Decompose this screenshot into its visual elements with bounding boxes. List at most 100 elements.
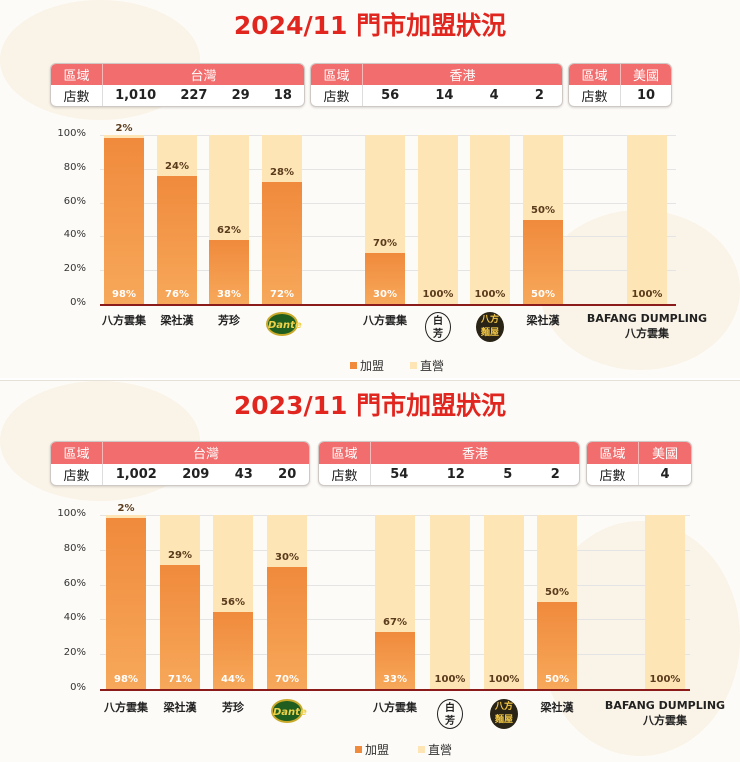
count-label: 店數	[587, 463, 639, 485]
store-count-table: 區域 美國 店數 4	[586, 441, 692, 486]
y-tick-label: 0%	[70, 682, 86, 693]
data-label-direct: 100%	[422, 289, 454, 300]
data-label-franchise: 30%	[373, 289, 397, 300]
table-header-row: 區域 香港	[319, 442, 579, 464]
stacked-bar-chart-2024: 0% 20% 40% 60% 80% 100% 98% 2% 八方雲集 76% 24% 梁社漢 38% 6…	[0, 0, 740, 378]
y-tick-label: 20%	[63, 647, 86, 659]
bar-franchise	[160, 565, 200, 689]
store-count-table: 區域 台灣 店數 1,010 227 29 18	[50, 63, 305, 107]
count-values: 56 14 4 2	[363, 88, 562, 103]
region-label: 區域	[51, 64, 103, 85]
brand-logo: 八方雲集	[363, 314, 407, 327]
data-label-direct: 50%	[545, 587, 569, 598]
y-tick-label: 100%	[57, 508, 86, 519]
table-count-row: 店數 4	[587, 463, 691, 485]
data-label-franchise: 70%	[275, 674, 299, 685]
store-count: 54	[390, 466, 409, 482]
store-count-table: 區域 台灣 店數 1,002 209 43 20	[50, 441, 310, 486]
y-tick-label: 80%	[63, 542, 86, 554]
brand-logo: 八方雲集	[104, 701, 148, 714]
bar-franchise	[523, 219, 563, 304]
table-count-row: 店數 1,010 227 29 18	[51, 85, 304, 106]
data-label-direct: 2%	[115, 123, 133, 135]
store-count-table: 區域 香港 店數 54 12 5 2	[318, 441, 580, 486]
y-tick-label: 0%	[70, 297, 86, 308]
table-header-row: 區域 香港	[311, 64, 562, 85]
brand-logo: 芳珍	[222, 701, 244, 714]
brand-logo: 白芳	[425, 312, 451, 342]
store-count: 4	[489, 88, 499, 103]
page-title: 2024/11 門市加盟狀況	[233, 11, 507, 40]
data-label-direct: 30%	[275, 552, 299, 564]
bar-direct	[470, 135, 510, 304]
bar-direct	[418, 135, 458, 304]
legend-item: 加盟	[355, 741, 389, 758]
bar-direct	[645, 515, 685, 689]
data-label-franchise: 44%	[221, 674, 245, 685]
count-label: 店數	[51, 85, 103, 106]
legend-swatch	[350, 362, 357, 369]
bar-franchise	[262, 182, 302, 304]
data-label-direct: 70%	[373, 238, 397, 250]
brand-logo: 梁社漢	[160, 314, 194, 327]
region-label: 區域	[51, 442, 103, 464]
y-tick-label: 80%	[63, 161, 86, 173]
bar-direct	[160, 515, 200, 566]
table-header-row: 區域 美國	[587, 442, 691, 464]
bar-direct	[209, 135, 249, 240]
bar-franchise	[537, 602, 577, 689]
table-count-row: 店數 10	[569, 85, 671, 106]
data-label-franchise: 72%	[270, 289, 294, 300]
count-values: 4	[639, 467, 691, 482]
data-label-franchise: 71%	[168, 674, 192, 685]
bar-franchise	[209, 239, 249, 304]
page-title: 2023/11 門市加盟狀況	[233, 391, 507, 420]
store-count: 18	[273, 88, 292, 103]
brand-logo: BAFANG DUMPLING 八方雲集	[604, 699, 726, 727]
store-count: 227	[180, 88, 208, 103]
bar-franchise	[106, 518, 146, 689]
bar-direct	[430, 515, 470, 689]
legend-swatch	[410, 362, 417, 369]
count-label: 店數	[51, 463, 103, 485]
brand-logo: BAFANG DUMPLING 八方雲集	[586, 312, 708, 340]
x-axis-baseline	[100, 689, 690, 691]
legend-item: 直營	[418, 741, 452, 758]
brand-logo: 梁社漢	[163, 701, 197, 714]
data-label-franchise: 98%	[114, 674, 138, 685]
data-label-franchise: 50%	[545, 674, 569, 685]
bar-franchise	[365, 253, 405, 304]
bar-franchise	[267, 567, 307, 689]
data-label-direct: 24%	[165, 160, 189, 172]
legend-label: 加盟	[360, 359, 385, 373]
brand-logo: 八方 麵屋	[476, 312, 504, 342]
brand-logo: 白芳	[437, 699, 463, 729]
bar-direct	[537, 515, 577, 602]
brand-logo: 八方雲集	[373, 701, 417, 714]
bar-direct	[267, 515, 307, 568]
data-label-franchise: 50%	[531, 289, 555, 300]
count-label: 店數	[319, 463, 371, 485]
data-label-franchise: 76%	[165, 289, 189, 300]
bar-direct	[365, 135, 405, 254]
bar-direct	[262, 135, 302, 183]
panel-2024: 2024/11 門市加盟狀況 0% 20% 40% 60% 80% 100% 98% 2% 八方…	[0, 0, 740, 378]
legend-swatch	[418, 746, 425, 753]
table-header-row: 區域 台灣	[51, 64, 304, 85]
region-label: 區域	[319, 442, 371, 464]
data-label-direct: 67%	[383, 616, 407, 628]
y-tick-label: 60%	[63, 577, 86, 589]
table-count-row: 店數 1,002 209 43 20	[51, 463, 309, 485]
bar-direct	[157, 135, 197, 176]
region-name: 香港	[449, 69, 476, 84]
store-count: 56	[381, 88, 400, 103]
bar-direct	[104, 135, 144, 139]
bar-franchise	[213, 612, 253, 689]
y-tick-label: 40%	[63, 229, 86, 241]
region-name: 美國	[632, 69, 659, 84]
legend-item: 加盟	[350, 357, 384, 374]
table-count-row: 店數 56 14 4 2	[311, 85, 562, 106]
stacked-bar-chart-2023: 0% 20% 40% 60% 80% 100% 98% 2% 八方雲集 71% 29% 梁社漢 44% 5…	[0, 381, 740, 762]
store-count: 43	[234, 466, 253, 482]
data-label-direct: 29%	[168, 550, 192, 562]
